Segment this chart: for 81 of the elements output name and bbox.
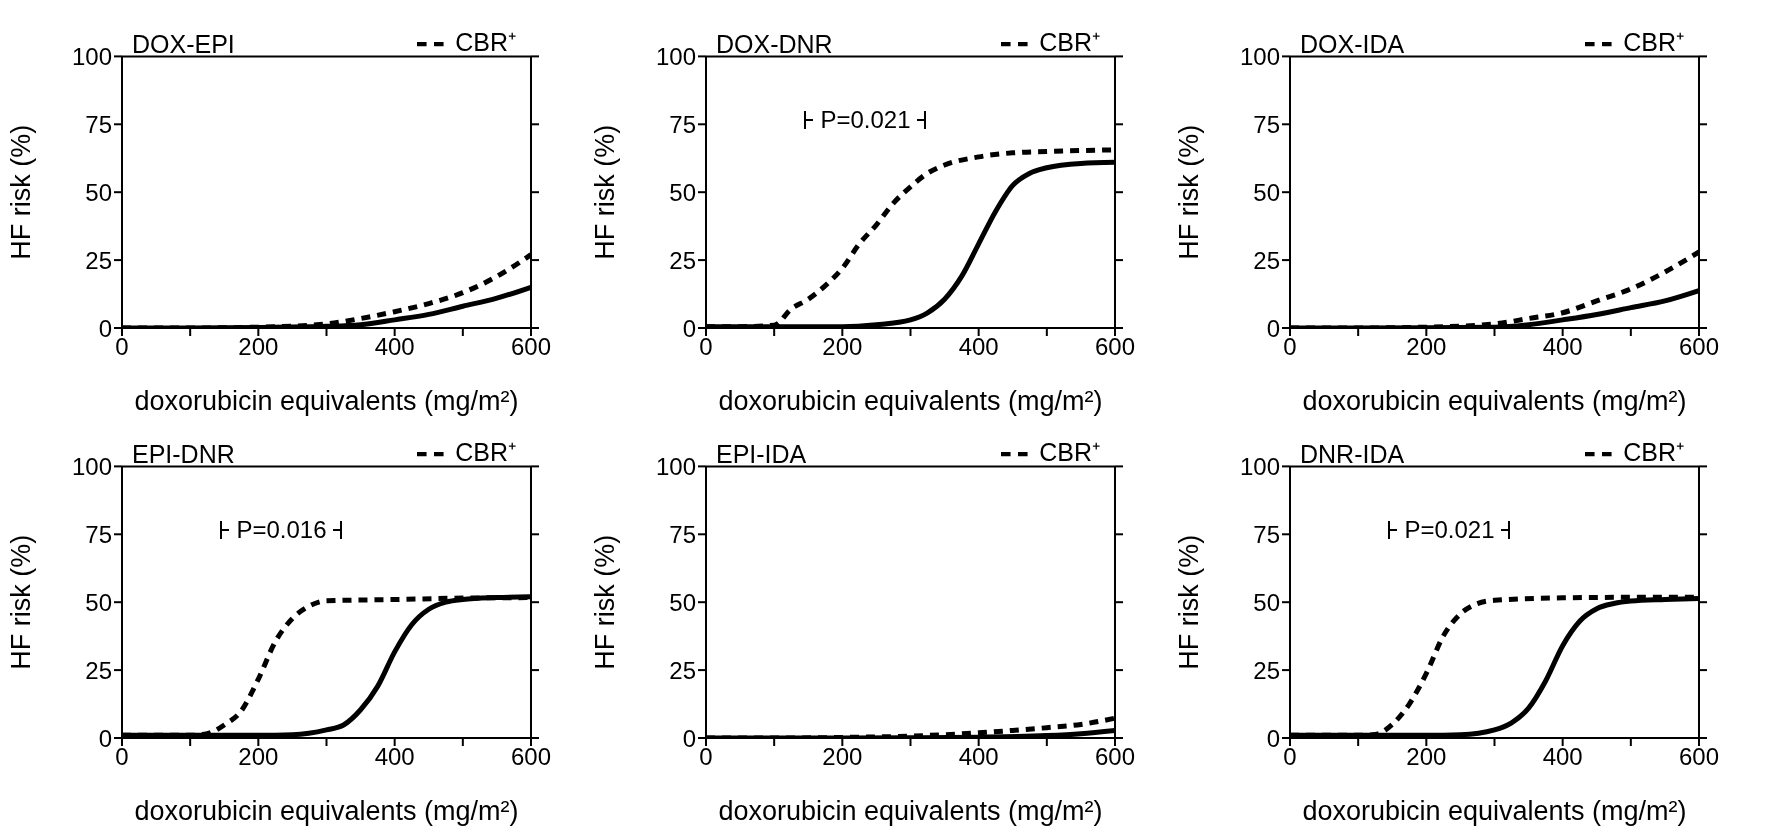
- chart-title: DOX-EPI: [132, 30, 236, 59]
- y-axis-title: HF risk (%): [1173, 534, 1204, 670]
- y-tick-label: 0: [98, 724, 112, 752]
- x-tick-label: 400: [374, 743, 415, 771]
- x-tick-label: 200: [238, 743, 279, 771]
- y-tick-label: 0: [1266, 724, 1280, 752]
- y-tick-label: 100: [71, 42, 112, 70]
- x-tick-label: 0: [115, 743, 129, 771]
- y-tick-label: 25: [1253, 246, 1280, 274]
- y-tick-label: 0: [682, 314, 696, 342]
- x-tick-label: 0: [1283, 743, 1297, 771]
- y-tick-label: 50: [669, 588, 696, 616]
- x-tick-label: 400: [1542, 333, 1583, 361]
- annotation: P=0.016: [236, 516, 327, 544]
- legend-label: CBR⁺: [1039, 28, 1100, 56]
- y-tick-label: 75: [1253, 110, 1280, 138]
- legend-label: CBR⁺: [1039, 438, 1100, 466]
- legend-label: CBR⁺: [455, 438, 516, 466]
- annotation: P=0.021: [820, 106, 911, 134]
- y-tick-label: 25: [669, 246, 696, 274]
- y-tick-label: 75: [669, 520, 696, 548]
- chart-title: EPI-DNR: [132, 440, 236, 469]
- legend-label: CBR⁺: [1623, 28, 1684, 56]
- y-tick-label: 25: [85, 656, 112, 684]
- x-tick-label: 200: [238, 333, 279, 361]
- x-tick-label: 600: [1094, 333, 1136, 361]
- x-tick-label: 200: [1406, 743, 1447, 771]
- y-tick-label: 0: [682, 724, 696, 752]
- y-tick-label: 75: [85, 520, 112, 548]
- x-tick-label: 0: [115, 333, 129, 361]
- y-axis-title: HF risk (%): [1173, 124, 1204, 260]
- y-tick-label: 75: [669, 110, 696, 138]
- x-tick-label: 200: [822, 333, 863, 361]
- y-tick-label: 50: [85, 178, 112, 206]
- y-tick-label: 100: [1239, 452, 1280, 480]
- annotation: P=0.021: [1404, 516, 1495, 544]
- x-tick-label: 0: [699, 333, 713, 361]
- y-tick-label: 50: [1253, 588, 1280, 616]
- x-tick-label: 600: [1094, 743, 1136, 771]
- x-axis-title: doxorubicin equivalents (mg/m²): [718, 796, 1103, 826]
- y-axis-title: HF risk (%): [5, 534, 36, 670]
- chart-title: DOX-IDA: [1300, 30, 1406, 59]
- x-tick-label: 400: [374, 333, 415, 361]
- x-axis-title: doxorubicin equivalents (mg/m²): [1302, 386, 1687, 416]
- y-tick-label: 100: [655, 42, 696, 70]
- legend-label: CBR⁺: [1623, 438, 1684, 466]
- y-axis-title: HF risk (%): [5, 124, 36, 260]
- y-tick-label: 50: [85, 588, 112, 616]
- x-tick-label: 400: [1542, 743, 1583, 771]
- y-tick-label: 100: [71, 452, 112, 480]
- chart-title: EPI-IDA: [716, 440, 808, 469]
- y-tick-label: 25: [669, 656, 696, 684]
- y-tick-label: 75: [85, 110, 112, 138]
- y-tick-label: 50: [669, 178, 696, 206]
- y-tick-label: 0: [98, 314, 112, 342]
- x-axis-title: doxorubicin equivalents (mg/m²): [134, 386, 519, 416]
- y-axis-title: HF risk (%): [589, 124, 620, 260]
- x-axis-title: doxorubicin equivalents (mg/m²): [718, 386, 1103, 416]
- legend-label: CBR⁺: [455, 28, 516, 56]
- y-tick-label: 50: [1253, 178, 1280, 206]
- y-axis-title: HF risk (%): [589, 534, 620, 670]
- x-axis-title: doxorubicin equivalents (mg/m²): [134, 796, 519, 826]
- chart-title: DOX-DNR: [716, 30, 834, 59]
- y-tick-label: 75: [1253, 520, 1280, 548]
- y-tick-label: 0: [1266, 314, 1280, 342]
- x-tick-label: 600: [1678, 333, 1720, 361]
- x-tick-label: 400: [958, 333, 999, 361]
- y-tick-label: 100: [655, 452, 696, 480]
- x-axis-title: doxorubicin equivalents (mg/m²): [1302, 796, 1687, 826]
- x-tick-label: 600: [510, 333, 552, 361]
- y-tick-label: 25: [85, 246, 112, 274]
- x-tick-label: 0: [699, 743, 713, 771]
- x-tick-label: 0: [1283, 333, 1297, 361]
- x-tick-label: 200: [1406, 333, 1447, 361]
- x-tick-label: 600: [510, 743, 552, 771]
- x-tick-label: 200: [822, 743, 863, 771]
- chart-title: DNR-IDA: [1300, 440, 1406, 469]
- x-tick-label: 400: [958, 743, 999, 771]
- y-tick-label: 100: [1239, 42, 1280, 70]
- y-tick-label: 25: [1253, 656, 1280, 684]
- x-tick-label: 600: [1678, 743, 1720, 771]
